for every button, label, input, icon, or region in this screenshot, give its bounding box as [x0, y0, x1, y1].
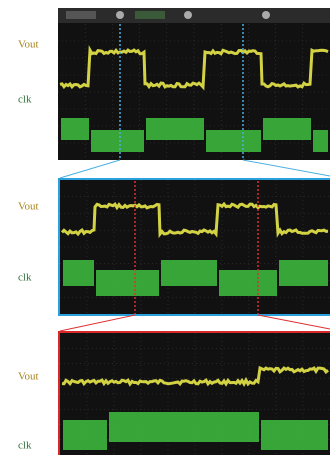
scope-figure: Vout clk Vout clk Vout clk: [0, 0, 330, 455]
toolbar-knob: [184, 11, 192, 19]
toolbar-knob: [116, 11, 124, 19]
toolbar-box: [135, 11, 165, 19]
clk-trace: [261, 420, 328, 450]
vout-label: Vout: [18, 371, 39, 383]
clk-trace: [109, 412, 259, 442]
clk-trace: [206, 130, 261, 152]
toolbar-box: [66, 11, 96, 19]
vout-label: Vout: [18, 39, 39, 51]
clk-trace: [219, 270, 277, 296]
toolbar-knob: [262, 11, 270, 19]
clk-label: clk: [18, 94, 32, 106]
clk-trace: [313, 130, 328, 152]
clk-trace: [63, 260, 94, 286]
zoom-connector: [60, 160, 120, 178]
zoom-connector: [243, 160, 330, 176]
zoom-connector: [258, 315, 330, 329]
clk-trace: [263, 118, 311, 140]
clk-trace: [146, 118, 204, 140]
clk-trace: [91, 130, 144, 152]
clk-label: clk: [18, 272, 32, 284]
clk-trace: [279, 260, 328, 286]
clk-label: clk: [18, 440, 32, 452]
zoom-connector: [60, 315, 135, 331]
vout-label: Vout: [18, 201, 39, 213]
clk-trace: [63, 420, 107, 450]
clk-trace: [161, 260, 217, 286]
scope-toolbar: [58, 8, 330, 23]
clk-trace: [96, 270, 159, 296]
clk-trace: [61, 118, 89, 140]
